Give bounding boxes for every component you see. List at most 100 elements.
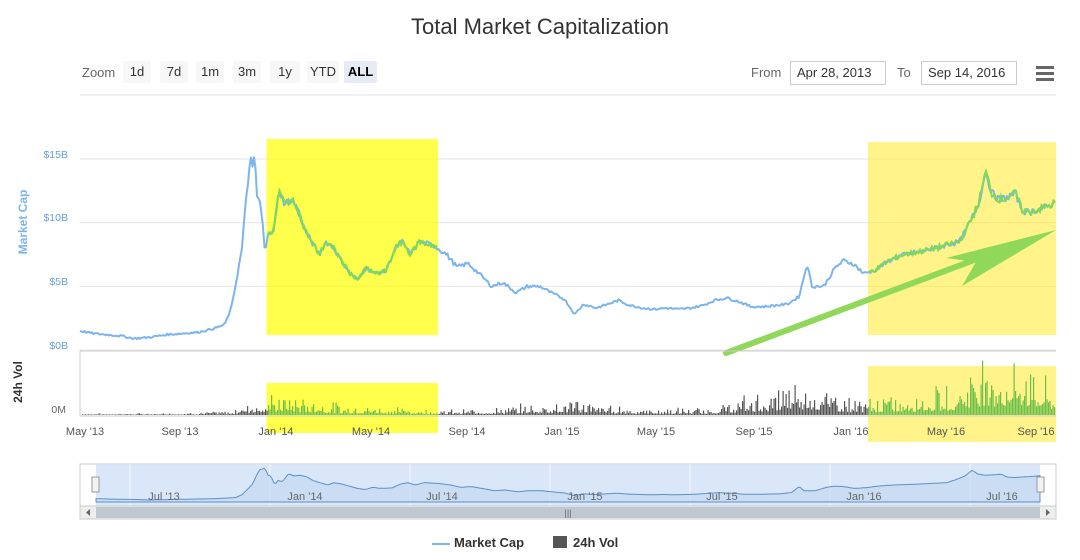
volume-bar	[413, 413, 415, 415]
volume-bar	[427, 414, 429, 415]
legend-24h-vol[interactable]: 24h Vol	[553, 535, 618, 550]
x-tick-jan14: Jan '14	[258, 426, 293, 438]
volume-bar	[656, 413, 658, 415]
volume-bar	[373, 411, 375, 415]
volume-bar	[877, 400, 879, 415]
volume-bar	[857, 406, 859, 415]
volume-bar	[338, 407, 340, 415]
volume-bar	[230, 413, 232, 415]
zoom-ytd-button[interactable]: YTD	[307, 61, 339, 83]
volume-bar	[700, 413, 702, 415]
scrollbar-thumb[interactable]	[96, 507, 1040, 518]
volume-bar	[307, 407, 309, 415]
volume-bar	[499, 413, 501, 415]
volume-bar	[1051, 409, 1053, 415]
x-tick-may14: May '14	[352, 426, 390, 438]
volume-bar	[920, 406, 922, 415]
volume-bar	[200, 412, 202, 415]
volume-bar	[901, 411, 903, 415]
zoom-1d-button[interactable]: 1d	[123, 61, 151, 83]
volume-bar	[553, 409, 555, 415]
volume-bar	[364, 411, 366, 415]
volume-bar	[224, 411, 226, 415]
volume-bar	[278, 399, 280, 415]
zoom-3m-button[interactable]: 3m	[233, 61, 261, 83]
zoom-1y-button[interactable]: 1y	[270, 61, 300, 83]
volume-bar	[845, 406, 847, 415]
legend-market-cap[interactable]: Market Cap	[432, 535, 524, 550]
volume-bar	[814, 400, 816, 415]
volume-bar	[406, 412, 408, 415]
volume-bar	[445, 414, 447, 415]
volume-bar	[851, 409, 853, 415]
volume-bar	[679, 413, 681, 415]
volume-bar	[497, 412, 499, 415]
volume-bar	[665, 413, 667, 415]
menu-icon[interactable]	[1036, 66, 1054, 82]
zoom-7d-button[interactable]: 7d	[160, 61, 188, 83]
volume-bar	[356, 413, 358, 415]
navigator-left-handle[interactable]	[91, 476, 100, 493]
nav-tick-jan15: Jan '15	[567, 491, 602, 503]
volume-bar	[407, 411, 409, 415]
volume-bar	[103, 414, 105, 415]
volume-bar	[733, 409, 735, 415]
volume-bar	[955, 406, 957, 415]
volume-bar	[367, 407, 369, 415]
volume-bar	[842, 411, 844, 415]
volume-bar	[989, 397, 991, 415]
volume-bar	[223, 413, 225, 415]
volume-bar	[362, 413, 364, 415]
volume-bar	[760, 409, 762, 415]
volume-bar	[521, 413, 523, 415]
volume-bar	[1027, 406, 1029, 415]
volume-bar	[839, 411, 841, 415]
volume-bar	[688, 409, 690, 415]
volume-bar	[910, 408, 912, 415]
volume-bar	[938, 392, 940, 415]
volume-bar	[610, 405, 612, 415]
volume-bar	[998, 394, 1000, 415]
volume-bar	[206, 412, 208, 415]
volume-bar	[776, 410, 778, 415]
volume-bar	[83, 414, 85, 415]
volume-bar	[374, 409, 376, 415]
scrollbar[interactable]: |||	[79, 505, 1057, 520]
to-date-input[interactable]: Sep 14, 2016	[921, 61, 1017, 85]
volume-bar	[205, 413, 207, 415]
from-date-input[interactable]: Apr 28, 2013	[790, 61, 886, 85]
volume-bar	[316, 411, 318, 415]
volume-bar	[185, 414, 187, 415]
volume-bar	[695, 409, 697, 415]
zoom-1m-button[interactable]: 1m	[196, 61, 224, 83]
scroll-left-icon[interactable]	[86, 509, 90, 516]
volume-bar	[1006, 391, 1008, 415]
volume-bar	[868, 406, 870, 415]
volume-bar	[544, 409, 546, 415]
volume-bar	[682, 408, 684, 415]
volume-bar	[457, 413, 459, 415]
navigator-right-handle[interactable]	[1036, 476, 1045, 493]
x-tick-sep14: Sep '14	[449, 426, 486, 438]
volume-bar	[580, 412, 582, 415]
volume-bar	[830, 398, 832, 415]
volume-bar	[455, 412, 457, 415]
volume-bar	[664, 411, 666, 415]
zoom-all-button[interactable]: ALL	[344, 61, 377, 83]
volume-bar	[220, 413, 222, 415]
volume-bar	[139, 413, 141, 415]
volume-bar	[290, 409, 292, 415]
volume-bar	[233, 413, 235, 415]
volume-bar	[125, 413, 127, 415]
volume-bar	[833, 400, 835, 415]
volume-bar	[1042, 403, 1044, 415]
volume-bar	[532, 410, 534, 415]
navigator[interactable]: Jul '13 Jan '14 Jul '14 Jan '15 Jul '15 …	[79, 463, 1057, 507]
volume-bar	[349, 413, 351, 415]
volume-bar	[790, 408, 792, 415]
volume-bar	[935, 386, 937, 415]
volume-bar	[311, 406, 313, 415]
volume-bar	[803, 404, 805, 415]
scroll-right-icon[interactable]	[1046, 509, 1050, 516]
